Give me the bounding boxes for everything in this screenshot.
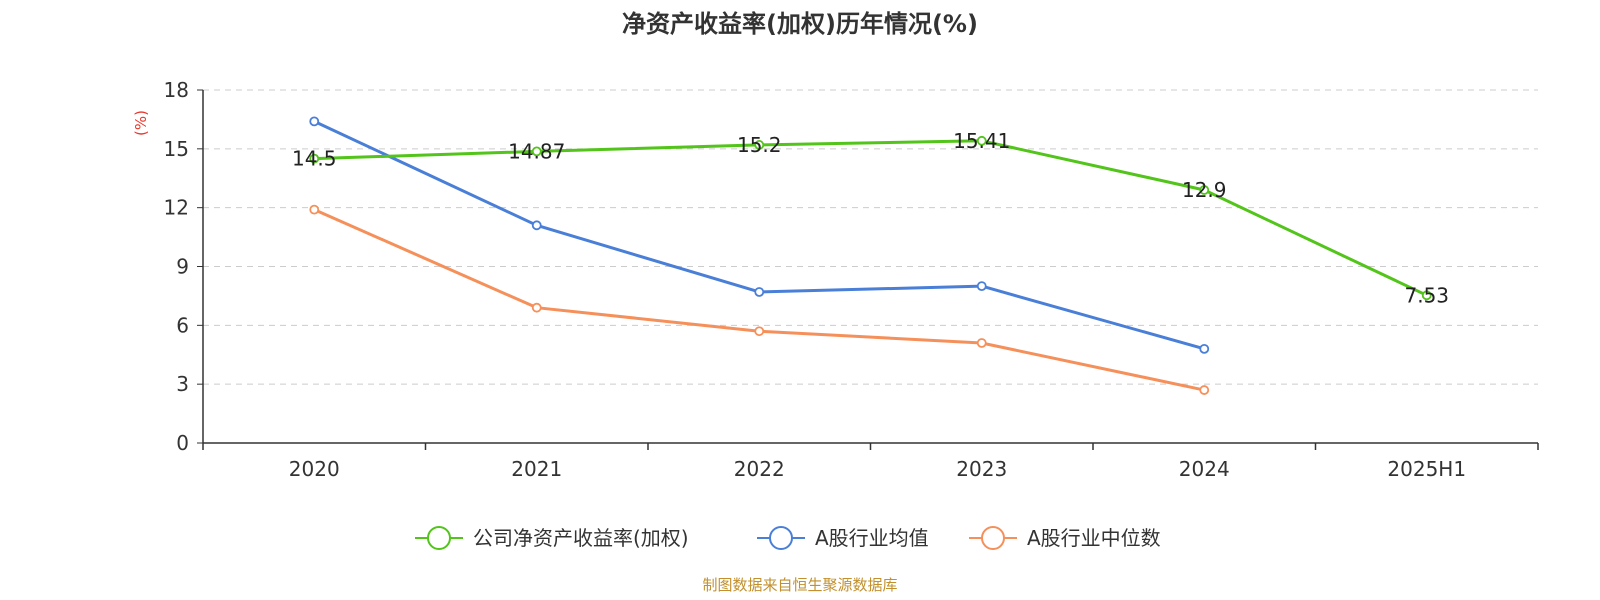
legend-item-1[interactable]: A股行业均值 xyxy=(757,526,929,550)
data-label-2022: 15.2 xyxy=(737,133,782,157)
series-group xyxy=(309,116,1432,395)
data-label-2025H1: 7.53 xyxy=(1404,283,1449,307)
point-s0-2020 xyxy=(309,153,320,164)
point-s1-2022 xyxy=(754,287,765,297)
point-s1-2020 xyxy=(309,116,320,127)
y-tick-label-6: 6 xyxy=(176,313,189,337)
x-tick-label-2020: 2020 xyxy=(289,457,340,481)
legend-item-2[interactable]: A股行业中位数 xyxy=(969,526,1161,550)
x-tick-label-2021: 2021 xyxy=(511,457,562,481)
series-line-2 xyxy=(313,208,1205,392)
point-s1-2024 xyxy=(1199,343,1210,354)
x-tick-label-2022: 2022 xyxy=(734,457,785,481)
legend-marker-1 xyxy=(769,526,793,550)
point-s0-2021 xyxy=(531,146,542,157)
legend-label-1: A股行业均值 xyxy=(815,526,929,550)
grid-lines xyxy=(203,89,1538,385)
point-s2-2022 xyxy=(754,326,765,337)
legend-marker-2 xyxy=(981,526,1005,550)
point-s2-2021 xyxy=(531,302,542,313)
data-label-2021: 14.87 xyxy=(508,139,565,163)
point-s1-2021 xyxy=(531,220,542,231)
point-s2-2020 xyxy=(309,204,320,215)
point-s0-2022 xyxy=(754,140,765,150)
data-label-2023: 15.41 xyxy=(953,129,1010,153)
point-s2-2023 xyxy=(976,338,987,348)
chart-title: 净资产收益率(加权)历年情况(%) xyxy=(622,10,978,38)
x-tick-label-2023: 2023 xyxy=(956,457,1007,481)
point-s0-2023 xyxy=(976,135,987,146)
legend[interactable]: 公司净资产收益率(加权) A股行业均值 A股行业中位数 xyxy=(415,526,1161,550)
series-line-0 xyxy=(314,139,1428,297)
legend-marker-0 xyxy=(427,526,451,550)
y-axis-unit: (%) xyxy=(132,110,150,136)
x-tick-label-2024: 2024 xyxy=(1179,457,1230,481)
y-tick-label-15: 15 xyxy=(164,137,189,161)
y-tick-label-9: 9 xyxy=(176,255,189,279)
point-s0-2024 xyxy=(1199,185,1210,195)
point-s0-2025H1 xyxy=(1421,290,1432,301)
legend-item-0[interactable]: 公司净资产收益率(加权) xyxy=(415,526,689,550)
y-tick-label-12: 12 xyxy=(164,196,189,220)
point-s2-2024 xyxy=(1199,385,1210,395)
data-label-2020: 14.5 xyxy=(292,147,337,171)
legend-label-0: 公司净资产收益率(加权) xyxy=(473,526,689,550)
source-note: 制图数据来自恒生聚源数据库 xyxy=(702,576,897,594)
axes: 0 3 6 9 12 15 18 2020 2021 2022 2023 2024 2025H1 xyxy=(164,78,1539,481)
x-tick-label-2025H1: 2025H1 xyxy=(1387,457,1466,481)
point-s1-2023 xyxy=(976,281,987,292)
y-tick-label-0: 0 xyxy=(176,431,189,455)
legend-label-2: A股行业中位数 xyxy=(1027,526,1161,550)
data-labels: 14.5 14.87 15.2 15.41 12.9 7.53 xyxy=(292,129,1449,308)
data-label-2024: 12.9 xyxy=(1182,178,1227,202)
y-tick-label-3: 3 xyxy=(176,372,189,396)
y-tick-label-18: 18 xyxy=(164,78,189,102)
